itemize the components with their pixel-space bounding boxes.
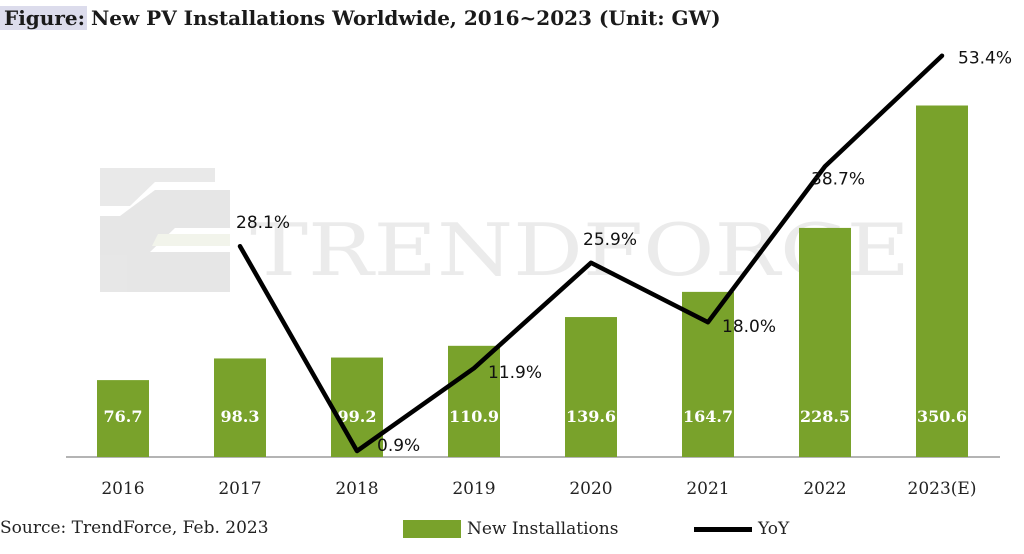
bar-value-label: 76.7 — [104, 407, 143, 426]
x-tick-label: 2023(E) — [908, 479, 977, 499]
bar-value-label: 98.3 — [221, 407, 260, 426]
x-tick-label: 2018 — [335, 479, 378, 499]
legend-line-swatch — [694, 526, 752, 532]
trendforce-logo-icon — [100, 168, 230, 292]
yoy-value-label: 25.9% — [583, 230, 637, 250]
bar-2022 — [799, 227, 851, 457]
x-tick-label: 2022 — [803, 479, 846, 499]
yoy-line — [237, 53, 945, 454]
yoy-value-label: 11.9% — [488, 363, 542, 383]
legend-bar-swatch — [403, 520, 461, 538]
legend-line-label: YoY — [758, 519, 790, 539]
x-tick-labels-layer: 2016 2017 2018 2019 2020 2021 2022 2023(E) — [101, 479, 976, 499]
title-text: New PV Installations Worldwide, 2016~202… — [90, 6, 721, 30]
x-tick-label: 2020 — [569, 479, 612, 499]
x-tick-label: 2016 — [101, 479, 144, 499]
x-tick-label: 2017 — [218, 479, 261, 499]
page-title: Figure: New PV Installations Worldwide, 2… — [0, 2, 721, 34]
bar-2019 — [448, 345, 500, 457]
bar-value-label: 164.7 — [683, 407, 733, 426]
bar-2020 — [565, 317, 617, 457]
x-tick-label: 2019 — [452, 479, 495, 499]
source-note: Source: TrendForce, Feb. 2023 — [0, 518, 269, 538]
bar-value-label: 350.6 — [917, 407, 967, 426]
bar-2016 — [97, 380, 149, 457]
legend-bar-item: New Installations — [403, 517, 618, 541]
yoy-labels-layer: 28.1% 0.9% 11.9% 25.9% 18.0% 38.7% 53.4% — [236, 49, 1012, 456]
legend-bar-label: New Installations — [467, 519, 619, 539]
bar-value-label: 228.5 — [800, 407, 850, 426]
yoy-value-label: 38.7% — [811, 169, 865, 189]
yoy-value-label: 28.1% — [236, 213, 290, 233]
watermark: TRENDFORCE — [100, 168, 910, 292]
yoy-value-label: 0.9% — [377, 436, 420, 456]
bar-2023(E) — [916, 105, 968, 457]
legend-line-item: YoY — [694, 517, 789, 541]
bar-value-label: 110.9 — [449, 407, 499, 426]
bar-value-label: 139.6 — [566, 407, 616, 426]
title-prefix: Figure: — [0, 6, 87, 30]
bar-labels-layer: 76.7 98.3 99.2 110.9 139.6 164.7 228.5 350.6 — [104, 407, 968, 426]
yoy-value-label: 53.4% — [958, 49, 1012, 69]
bars-layer — [97, 105, 968, 457]
yoy-value-label: 18.0% — [722, 317, 776, 337]
bar-value-label: 99.2 — [338, 407, 377, 426]
x-tick-label: 2021 — [686, 479, 729, 499]
bar-2017 — [214, 358, 266, 457]
